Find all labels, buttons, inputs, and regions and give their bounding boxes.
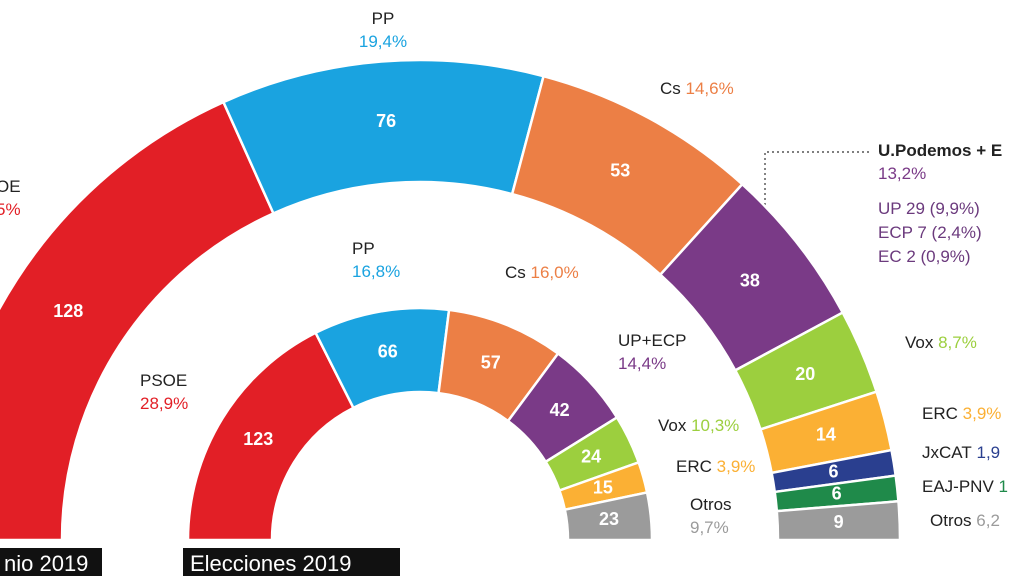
share-label: 1,9 — [976, 443, 1000, 462]
seat-label: 66 — [378, 342, 398, 362]
party-label: UP+ECP — [618, 331, 687, 350]
seat-label: 6 — [829, 461, 839, 481]
party-label: ERC — [676, 457, 712, 476]
seat-label: 23 — [599, 509, 619, 529]
party-label: ERC — [922, 404, 958, 423]
party-label: Cs — [660, 79, 681, 98]
share-label: 14,6% — [686, 79, 734, 98]
party-label-line: Otros 6,2 — [930, 511, 1000, 530]
party-label: Vox — [658, 416, 687, 435]
party-label: U.Podemos + E — [878, 141, 1002, 160]
party-label: Cs — [505, 263, 526, 282]
seat-segment — [775, 499, 902, 542]
party-label-line: Cs 16,0% — [505, 263, 579, 282]
party-label: PP — [352, 239, 375, 258]
share-label: 14,4% — [618, 354, 666, 373]
seat-label: 53 — [610, 161, 630, 181]
chart-title: Elecciones 2019 — [190, 551, 351, 576]
party-label: PSOE — [140, 371, 187, 390]
share-label: 9,7% — [690, 518, 729, 537]
share-label: 16,0% — [531, 263, 579, 282]
seat-label: 9 — [834, 512, 844, 532]
party-label-line: EAJ-PNV 1 — [922, 477, 1008, 496]
share-label: 5% — [0, 200, 21, 219]
party-label: Otros — [690, 495, 732, 514]
share-label: 16,8% — [352, 262, 400, 281]
title-box — [0, 548, 102, 576]
party-label: OE — [0, 177, 21, 196]
annotation: EC 2 (0,9%) — [878, 247, 971, 266]
share-label: 10,3% — [691, 416, 739, 435]
share-label: 3,9% — [717, 457, 756, 476]
annotation: UP 29 (9,9%) — [878, 199, 980, 218]
party-label-line: ERC 3,9% — [676, 457, 755, 476]
seat-segment — [563, 490, 654, 542]
title-box — [183, 548, 400, 576]
seat-segment — [221, 58, 546, 216]
seat-label: 57 — [481, 352, 501, 372]
seat-label: 38 — [740, 270, 760, 290]
seat-label: 6 — [832, 484, 842, 504]
share-label: 13,2% — [878, 164, 926, 183]
share-label: 19,4% — [359, 32, 407, 51]
seat-label: 76 — [376, 111, 396, 131]
chart-title: nio 2019 — [4, 551, 88, 576]
share-label: 8,7% — [938, 333, 977, 352]
party-label-line: Vox 10,3% — [658, 416, 739, 435]
seat-label: 14 — [816, 425, 836, 445]
party-label-line: Cs 14,6% — [660, 79, 734, 98]
seat-label: 42 — [550, 400, 570, 420]
party-label-line: Vox 8,7% — [905, 333, 977, 352]
party-label: Vox — [905, 333, 934, 352]
seat-label: 15 — [593, 477, 613, 497]
seat-label: 123 — [243, 429, 273, 449]
party-label: JxCAT — [922, 443, 972, 462]
share-label: 6,2 — [976, 511, 1000, 530]
seat-label: 128 — [53, 301, 83, 321]
seat-label: 20 — [795, 364, 815, 384]
share-label: 28,9% — [140, 394, 188, 413]
party-label: EAJ-PNV — [922, 477, 994, 496]
party-label: PP — [372, 9, 395, 28]
party-label-line: JxCAT 1,9 — [922, 443, 1000, 462]
party-label: Otros — [930, 511, 972, 530]
share-label: 1 — [999, 477, 1008, 496]
seat-label: 24 — [581, 446, 601, 466]
share-label: 3,9% — [963, 404, 1002, 423]
party-label-line: ERC 3,9% — [922, 404, 1001, 423]
annotation: ECP 7 (2,4%) — [878, 223, 982, 242]
